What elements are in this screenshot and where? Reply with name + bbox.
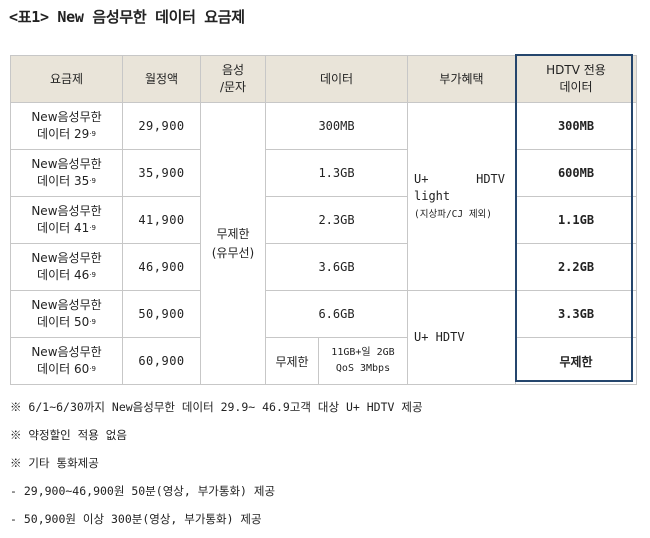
- price-cell: 41,900: [122, 196, 201, 244]
- price-cell: 35,900: [122, 149, 201, 197]
- plan-name-line2: 데이터 41: [37, 221, 90, 235]
- plan-name-sup: ·9: [89, 130, 96, 138]
- header-voice-line1: 음성: [221, 63, 245, 77]
- data-unlimited: 무제한: [266, 338, 319, 384]
- data-cell-split: 무제한 11GB+일 2GB QoS 3Mbps: [265, 337, 408, 385]
- table-row: New음성무한 데이터 29·9 29,900 무제한 (유무선) 300MB U+…: [10, 102, 637, 385]
- plan-name-line1: New음성무한: [31, 157, 102, 171]
- notes: ※ 6/1~6/30까지 New음성무한 데이터 29.9~ 46.9고객 대상…: [10, 398, 423, 538]
- extra-benefit-light-cell: U+ HDTV light (지상파/CJ 제외): [407, 102, 516, 291]
- hdtv-data-cell: 2.2GB: [515, 243, 637, 291]
- header-plan: 요금제: [10, 55, 123, 103]
- extra-benefit-full-cell: U+ HDTV: [407, 290, 516, 385]
- data-cell: 6.6GB: [265, 290, 408, 338]
- plan-name-sup: ·9: [89, 365, 96, 373]
- hdtv-data-cell: 1.1GB: [515, 196, 637, 244]
- extra-light-left: U+: [414, 171, 429, 186]
- hdtv-data-cell: 600MB: [515, 149, 637, 197]
- header-voice-line2: /문자: [219, 80, 247, 94]
- price-cell: 60,900: [122, 337, 201, 385]
- header-hdtv-line2: 데이터: [559, 80, 593, 94]
- voice-cell: 무제한 (유무선): [200, 102, 266, 385]
- plan-name-sup: ·9: [89, 177, 96, 185]
- plan-name-line2: 데이터 35: [37, 174, 90, 188]
- note-item: ※ 6/1~6/30까지 New음성무한 데이터 29.9~ 46.9고객 대상…: [10, 400, 423, 414]
- table-row: New음성무한 데이터 50·9 50,900 6.6GB U+ HDTV 3.3…: [10, 290, 637, 385]
- extra-light-right: HDTV: [476, 171, 505, 186]
- plan-name-line1: New음성무한: [31, 251, 102, 265]
- header-extra: 부가혜택: [407, 55, 516, 103]
- note-item: - 50,900원 이상 300분(영상, 부가통화) 제공: [10, 512, 262, 526]
- hdtv-data-cell: 3.3GB: [515, 290, 637, 338]
- page-title: <표1> New 음성무한 데이터 요금제: [9, 8, 245, 26]
- data-cell: 3.6GB: [265, 243, 408, 291]
- data-qos-line1: 11GB+일 2GB: [331, 347, 395, 358]
- plan-name-line2: 데이터 60: [37, 362, 90, 376]
- plan-name-line2: 데이터 46: [37, 268, 90, 282]
- data-qos-line2: QoS 3Mbps: [335, 363, 391, 374]
- plan-name-line1: New음성무한: [31, 204, 102, 218]
- note-item: ※ 기타 통화제공: [10, 456, 99, 470]
- extra-light-line2: light: [414, 188, 451, 203]
- price-cell: 50,900: [122, 290, 201, 338]
- header-hdtv-line1: HDTV 전용: [546, 63, 606, 77]
- header-price: 월정액: [122, 55, 201, 103]
- plan-name-line1: New음성무한: [31, 298, 102, 312]
- note-item: - 29,900~46,900원 50분(영상, 부가통화) 제공: [10, 484, 276, 498]
- price-cell: 29,900: [122, 102, 201, 150]
- hdtv-data-cell: 무제한: [515, 337, 637, 385]
- extra-light-line1: U+ HDTV: [414, 171, 515, 188]
- voice-line2: (유무선): [211, 245, 255, 260]
- rate-plan-table: 요금제 월정액 음성/문자 데이터 부가혜택 HDTV 전용 데이터 New음성무…: [10, 55, 637, 385]
- data-cell: 1.3GB: [265, 149, 408, 197]
- table-header-row: 요금제 월정액 음성/문자 데이터 부가혜택 HDTV 전용 데이터: [10, 55, 637, 103]
- header-voice: 음성/문자: [200, 55, 266, 103]
- plan-name-line1: New음성무한: [31, 110, 102, 124]
- hdtv-data-cell: 300MB: [515, 102, 637, 150]
- plan-name-line1: New음성무한: [31, 345, 102, 359]
- plan-name-sup: ·9: [89, 271, 96, 279]
- voice-line1: 무제한: [216, 226, 250, 241]
- data-cell: 2.3GB: [265, 196, 408, 244]
- header-data: 데이터: [265, 55, 408, 103]
- data-qos: 11GB+일 2GB QoS 3Mbps: [319, 338, 407, 384]
- note-item: ※ 약정할인 적용 없음: [10, 428, 127, 442]
- extra-light-line3: (지상파/CJ 제외): [414, 208, 493, 220]
- data-cell: 300MB: [265, 102, 408, 150]
- price-cell: 46,900: [122, 243, 201, 291]
- plan-name-sup: ·9: [89, 224, 96, 232]
- plan-name-sup: ·9: [89, 318, 96, 326]
- plan-name-line2: 데이터 50: [37, 315, 90, 329]
- plan-name-line2: 데이터 29: [37, 127, 90, 141]
